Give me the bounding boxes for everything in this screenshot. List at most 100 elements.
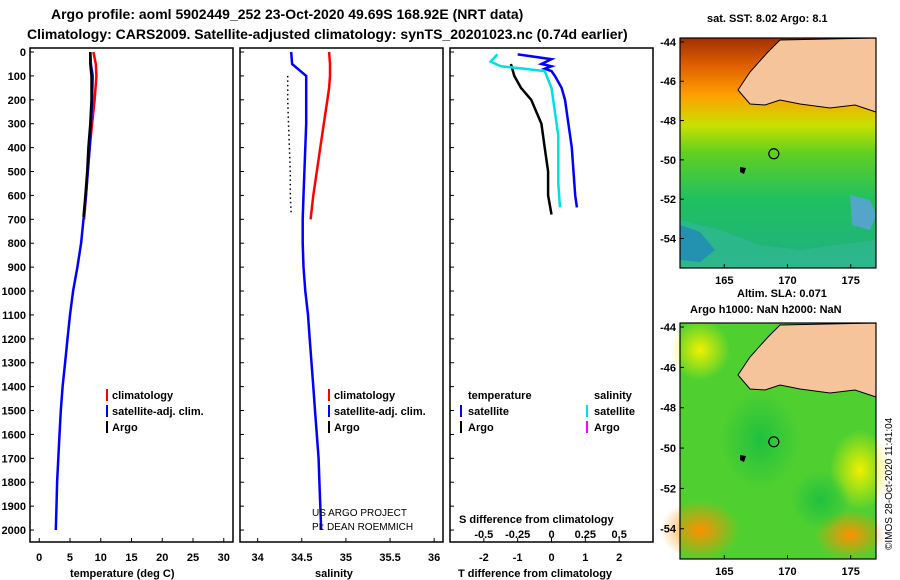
depth-tick-label: 1800 [2,477,26,489]
x-tick-label: -1 [513,552,523,564]
title-line-2: Climatology: CARS2009. Satellite-adjuste… [27,26,628,42]
temperature-plot: 0 5 10 15 20 25 30 temperature (deg C) [36,51,230,580]
sst-cold-patch [680,225,715,262]
depth-tick-label: 1000 [2,286,26,298]
legend-salinity-title: salinity [594,390,633,402]
series-line-t-argo [509,63,553,215]
map-y-tick-label: -46 [660,362,676,374]
x-tick-label: 10 [95,552,107,564]
s-difference-label: S difference from climatology [459,514,615,526]
sla-map: Altim. SLA: 0.071 Argo h1000: NaN h2000:… [660,288,890,578]
sst-map-frame [679,37,877,269]
depth-tick-label: 1200 [2,334,26,346]
map-x-tick-label: 175 [842,566,860,578]
x-tick-label: -2 [479,552,489,564]
depth-tick-label: 1600 [2,429,26,441]
sla-low-patch [790,470,850,530]
depth-tick-label: 300 [8,119,26,131]
map-x-tick-label: 170 [778,275,796,287]
map-y-tick-label: -50 [660,155,676,167]
new-zealand-land [737,37,877,113]
top-tick-label: 0 [548,529,554,541]
depth-tick-label: 2000 [2,525,26,537]
map-y-tick-label: -44 [660,37,677,49]
legend-argo: Argo [112,422,138,434]
map-y-tick-label: -54 [660,524,677,536]
legend-argo: Argo [334,422,360,434]
map-y-tick-label: -48 [660,116,676,128]
depth-tick-label: 600 [8,190,26,202]
x-tick-label: 34 [252,552,265,564]
x-tick-label: 2 [616,552,622,564]
top-tick-label: 0.5 [612,529,627,541]
x-tick-label: 35.5 [379,552,400,564]
x-tick-label: 34.5 [291,552,312,564]
top-tick-label: 0.25 [575,529,596,541]
x-tick-label: 25 [187,552,199,564]
temperature-panel-frame [29,47,234,543]
depth-tick-label: 1300 [2,358,26,370]
argo-position-marker [768,436,780,448]
sla-map-ticks: 165 170 175 -44 -46 -48 -50 -52 -54 [660,322,860,578]
x-axis-label: temperature (deg C) [70,568,175,580]
depth-tick-label: 0 [20,47,26,59]
x-tick-label: 0 [548,552,554,564]
imos-credit: ©IMOS 28-Oct-2020 11:41:04 [884,417,895,550]
difference-panel-frame [449,47,654,543]
depth-tick-label: 400 [8,143,26,155]
map-y-tick-label: -54 [660,234,677,246]
depth-tick-label: 1100 [2,310,26,322]
top-tick-label: -0.25 [505,529,530,541]
sst-cold-patch-east [850,195,876,230]
depth-tick-label: 900 [8,262,26,274]
title-line-1: Argo profile: aoml 5902449_252 23-Oct-20… [51,6,524,22]
credit-project: US ARGO PROJECT [312,508,407,519]
island-marker [740,167,746,174]
map-x-tick-label: 165 [715,566,733,578]
depth-tick-label: 700 [8,214,26,226]
x-tick-label: 30 [218,552,230,564]
sst-map: sat. SST: 8.02 Argo: 8.1 165 170 175 -44 -46… [660,13,877,287]
salinity-plot: 34 34.5 35 35.5 36 salinity [252,51,440,580]
difference-plot: -2 -1 0 1 2T difference from climatology -0.5… [458,53,627,580]
sst-map-title: sat. SST: 8.02 Argo: 8.1 [707,13,828,25]
x-tick-label: 0 [36,552,42,564]
map-x-tick-label: 170 [778,566,796,578]
sla-mid-patch [670,320,730,380]
sla-low-patch [720,390,800,490]
map-y-tick-label: -52 [660,194,676,206]
difference-legend: temperature satellite Argo salinity sate… [459,390,635,526]
x-tick-label: 36 [428,552,440,564]
map-x-tick-label: 165 [715,275,733,287]
argo-position-marker [768,148,780,160]
legend-t-satellite: satellite [468,406,509,418]
series-line-t-satellite [517,53,579,208]
depth-tick-label: 1900 [2,501,26,513]
x-axis-label: T difference from climatology [458,568,613,580]
new-zealand-land [737,322,877,398]
sst-map-ticks: 165 170 175 -44 -46 -48 -50 -52 -54 [660,37,860,287]
credit-pi: PI: DEAN ROEMMICH [312,522,413,533]
depth-tick-label: 100 [8,71,26,83]
x-tick-label: 20 [156,552,168,564]
series-line-climatology [309,51,332,220]
legend-satellite: satellite-adj. clim. [112,406,204,418]
depth-tick-label: 800 [8,238,26,250]
x-axis-label: salinity [315,568,354,580]
map-y-tick-label: -46 [660,76,676,88]
map-y-tick-label: -50 [660,443,676,455]
series-line-s-satellite [488,53,562,208]
sst-southern-water [680,220,876,268]
map-y-tick-label: -52 [660,483,676,495]
sla-map-subtitle: Argo h1000: NaN h2000: NaN [690,304,842,316]
series-line-satellite-adj-clim- [289,51,323,531]
legend-climatology: climatology [112,390,174,402]
x-tick-label: 5 [67,552,73,564]
salinity-panel-frame [239,47,444,543]
depth-axis: 0 100 200 300 400 500 600 700 800 900 1000 1100 1200… [2,47,454,537]
map-y-tick-label: -44 [660,322,677,334]
depth-tick-label: 1500 [2,406,26,418]
legend-t-argo: Argo [468,422,494,434]
depth-tick-label: 500 [8,167,26,179]
